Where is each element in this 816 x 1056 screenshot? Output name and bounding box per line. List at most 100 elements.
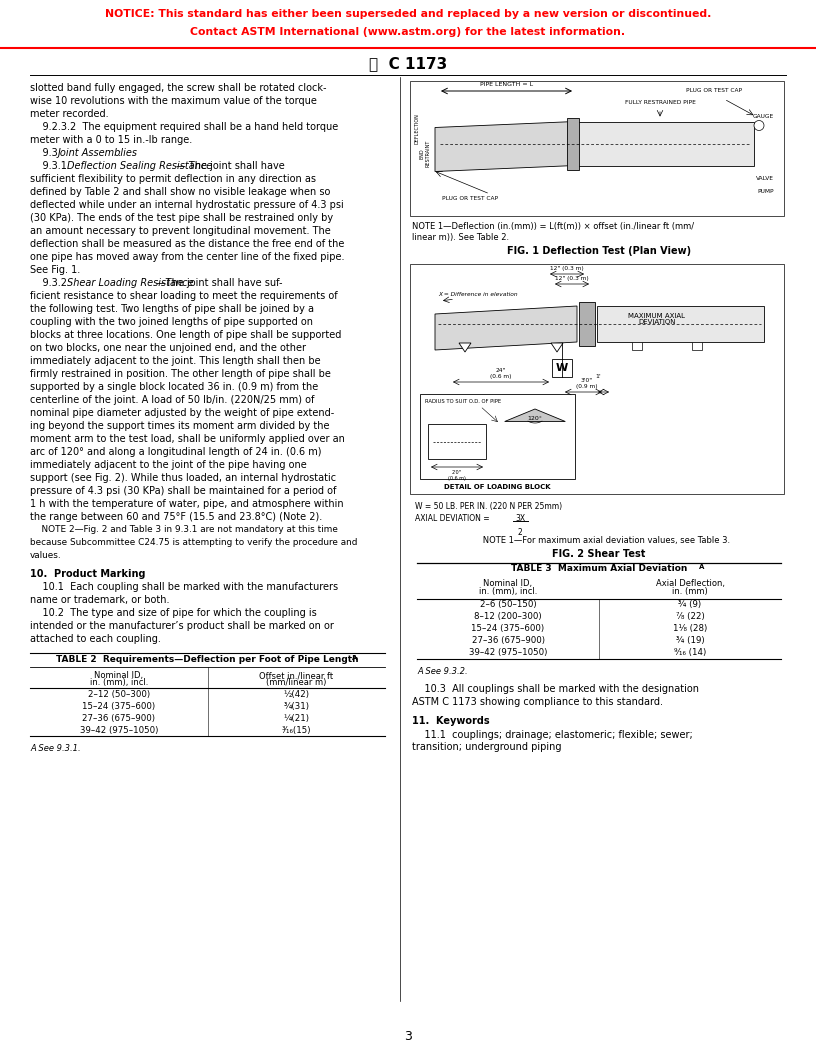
Text: name or trademark, or both.: name or trademark, or both.	[30, 596, 170, 605]
Text: 39–42 (975–1050): 39–42 (975–1050)	[80, 725, 158, 735]
Text: FIG. 2 Shear Test: FIG. 2 Shear Test	[552, 549, 645, 559]
Text: defined by Table 2 and shall show no visible leakage when so: defined by Table 2 and shall show no vis…	[30, 187, 330, 197]
Text: coupling with the two joined lengths of pipe supported on: coupling with the two joined lengths of …	[30, 317, 313, 327]
Text: 9.3.2: 9.3.2	[30, 278, 73, 288]
Text: Deflection Sealing Resistance: Deflection Sealing Resistance	[67, 161, 212, 171]
Text: slotted band fully engaged, the screw shall be rotated clock-: slotted band fully engaged, the screw sh…	[30, 83, 326, 93]
Text: 27–36 (675–900): 27–36 (675–900)	[82, 714, 156, 722]
Text: — The joint shall have: — The joint shall have	[176, 161, 285, 171]
Text: W: W	[556, 363, 568, 373]
Text: values.: values.	[30, 551, 62, 560]
Text: 15–24 (375–600): 15–24 (375–600)	[82, 701, 156, 711]
Text: TABLE 3  Maximum Axial Deviation: TABLE 3 Maximum Axial Deviation	[511, 564, 687, 573]
Text: A: A	[699, 564, 704, 570]
Text: 12" (0.3 m): 12" (0.3 m)	[550, 266, 584, 271]
Polygon shape	[435, 121, 575, 171]
Bar	[632, 342, 642, 350]
Bar	[567, 117, 579, 170]
Text: moment arm to the test load, shall be uniformly applied over an: moment arm to the test load, shall be un…	[30, 434, 345, 444]
Text: deflected while under an internal hydrostatic pressure of 4.3 psi: deflected while under an internal hydros…	[30, 200, 344, 210]
Polygon shape	[459, 343, 471, 352]
Text: 9.3: 9.3	[30, 148, 64, 158]
Text: Nominal ID,: Nominal ID,	[483, 579, 533, 588]
Text: ficient resistance to shear loading to meet the requirements of: ficient resistance to shear loading to m…	[30, 291, 338, 301]
Text: centerline of the joint. A load of 50 lb/in. (220N/25 mm) of: centerline of the joint. A load of 50 lb…	[30, 395, 314, 406]
Text: in. (mm), incl.: in. (mm), incl.	[479, 587, 537, 596]
Bar	[597, 306, 764, 342]
Text: arc of 120° and along a longitudinal length of 24 in. (0.6 m): arc of 120° and along a longitudinal len…	[30, 447, 322, 457]
Text: PLUG OR TEST CAP: PLUG OR TEST CAP	[442, 195, 498, 201]
Text: 11.1  couplings; drainage; elastomeric; flexible; sewer;: 11.1 couplings; drainage; elastomeric; f…	[412, 730, 693, 739]
Text: ½(42): ½(42)	[283, 690, 309, 699]
Text: Joint Assemblies: Joint Assemblies	[58, 148, 138, 158]
Text: Shear Loading Resistance: Shear Loading Resistance	[67, 278, 193, 288]
Text: immediately adjacent to the joint. This length shall then be: immediately adjacent to the joint. This …	[30, 356, 321, 366]
Text: PUMP: PUMP	[757, 189, 774, 194]
Text: 1¹⁄₈ (28): 1¹⁄₈ (28)	[673, 624, 707, 634]
Text: DEFLECTION: DEFLECTION	[415, 113, 419, 144]
Text: ¼(21): ¼(21)	[283, 714, 309, 722]
Text: MAXIMUM AXIAL
DEVIATION: MAXIMUM AXIAL DEVIATION	[628, 313, 685, 325]
Text: PIPE LENGTH = L: PIPE LENGTH = L	[480, 82, 533, 87]
Bar	[420, 394, 575, 479]
Text: the range between 60 and 75°F (15.5 and 23.8°C) (Note 2).: the range between 60 and 75°F (15.5 and …	[30, 512, 322, 522]
Text: 10.3  All couplings shall be marked with the designation: 10.3 All couplings shall be marked with …	[412, 684, 699, 694]
Bar	[428, 425, 486, 459]
Text: ASTM C 1173 showing compliance to this standard.: ASTM C 1173 showing compliance to this s…	[412, 697, 663, 708]
Text: RADIUS TO SUIT O.D. OF PIPE: RADIUS TO SUIT O.D. OF PIPE	[425, 399, 501, 404]
Text: NOTE 1—Deflection (in.(mm)) = L(ft(m)) × offset (in./linear ft (mm/: NOTE 1—Deflection (in.(mm)) = L(ft(m)) ×…	[412, 222, 694, 231]
Circle shape	[754, 120, 764, 131]
Text: sufficient flexibility to permit deflection in any direction as: sufficient flexibility to permit deflect…	[30, 174, 316, 184]
Bar	[410, 81, 784, 216]
Text: in. (mm): in. (mm)	[672, 587, 707, 596]
Text: A See 9.3.1.: A See 9.3.1.	[30, 744, 81, 753]
Text: —The joint shall have suf-: —The joint shall have suf-	[156, 278, 282, 288]
Text: TABLE 2  Requirements—Deflection per Foot of Pipe Length: TABLE 2 Requirements—Deflection per Foot…	[56, 655, 359, 664]
Text: intended or the manufacturer’s product shall be marked on or: intended or the manufacturer’s product s…	[30, 621, 334, 631]
Text: 8–12 (200–300): 8–12 (200–300)	[474, 612, 542, 622]
Text: See Fig. 1.: See Fig. 1.	[30, 265, 80, 275]
Text: ¾(31): ¾(31)	[283, 701, 309, 711]
Text: ³⁄₁₆(15): ³⁄₁₆(15)	[282, 725, 311, 735]
Text: because Subcommittee C24.75 is attempting to verify the procedure and: because Subcommittee C24.75 is attemptin…	[30, 538, 357, 547]
Text: ¾ (9): ¾ (9)	[678, 601, 702, 609]
Text: 15–24 (375–600): 15–24 (375–600)	[472, 624, 544, 634]
Text: 9.3.1: 9.3.1	[30, 161, 73, 171]
Text: 10.1  Each coupling shall be marked with the manufacturers: 10.1 Each coupling shall be marked with …	[30, 582, 338, 592]
Text: pressure of 4.3 psi (30 KPa) shall be maintained for a period of: pressure of 4.3 psi (30 KPa) shall be ma…	[30, 486, 336, 496]
Text: the following test. Two lengths of pipe shall be joined by a: the following test. Two lengths of pipe …	[30, 304, 314, 314]
Bar	[0, 0, 816, 48]
Text: 2–6 (50–150): 2–6 (50–150)	[480, 601, 536, 609]
Text: A: A	[352, 655, 357, 661]
Text: AXIAL DEVIATION =: AXIAL DEVIATION =	[415, 514, 492, 523]
Text: one pipe has moved away from the center line of the fixed pipe.: one pipe has moved away from the center …	[30, 252, 344, 262]
Bar	[552, 359, 572, 377]
Text: 2: 2	[518, 528, 523, 538]
Text: NOTE 1—For maximum axial deviation values, see Table 3.: NOTE 1—For maximum axial deviation value…	[468, 536, 730, 545]
Text: on two blocks, one near the unjoined end, and the other: on two blocks, one near the unjoined end…	[30, 343, 306, 353]
Text: Contact ASTM International (www.astm.org) for the latest information.: Contact ASTM International (www.astm.org…	[190, 27, 626, 37]
Text: 12" (0.3 m): 12" (0.3 m)	[555, 276, 589, 281]
Text: nominal pipe diameter adjusted by the weight of pipe extend-: nominal pipe diameter adjusted by the we…	[30, 408, 335, 418]
Text: (mm/linear m): (mm/linear m)	[266, 678, 326, 687]
Text: 27–36 (675–900): 27–36 (675–900)	[472, 637, 544, 645]
Text: Nominal ID,: Nominal ID,	[95, 672, 144, 680]
Polygon shape	[551, 343, 563, 352]
Text: NOTE 2—Fig. 2 and Table 3 in 9.3.1 are not mandatory at this time: NOTE 2—Fig. 2 and Table 3 in 9.3.1 are n…	[30, 525, 338, 534]
Text: A See 9.3.2.: A See 9.3.2.	[417, 667, 468, 676]
Text: 39–42 (975–1050): 39–42 (975–1050)	[469, 648, 548, 658]
Text: blocks at three locations. One length of pipe shall be supported: blocks at three locations. One length of…	[30, 329, 341, 340]
Text: END
RESTRAINT: END RESTRAINT	[419, 139, 430, 167]
Text: PLUG OR TEST CAP: PLUG OR TEST CAP	[686, 89, 742, 94]
Text: 3'0"
(0.9 m): 3'0" (0.9 m)	[576, 378, 598, 389]
Text: NOTICE: This standard has either been superseded and replaced by a new version o: NOTICE: This standard has either been su…	[104, 10, 712, 19]
Text: 10.  Product Marking: 10. Product Marking	[30, 569, 145, 579]
Text: ⁷⁄₈ (22): ⁷⁄₈ (22)	[676, 612, 704, 622]
Text: supported by a single block located 36 in. (0.9 m) from the: supported by a single block located 36 i…	[30, 382, 318, 392]
Text: immediately adjacent to the joint of the pipe having one: immediately adjacent to the joint of the…	[30, 460, 307, 470]
Text: X = Difference in elevation: X = Difference in elevation	[438, 291, 517, 297]
Text: Axial Deflection,: Axial Deflection,	[655, 579, 725, 588]
Text: meter recorded.: meter recorded.	[30, 109, 109, 119]
Bar	[692, 342, 702, 350]
Text: FULLY RESTRAINED PIPE: FULLY RESTRAINED PIPE	[624, 100, 695, 106]
